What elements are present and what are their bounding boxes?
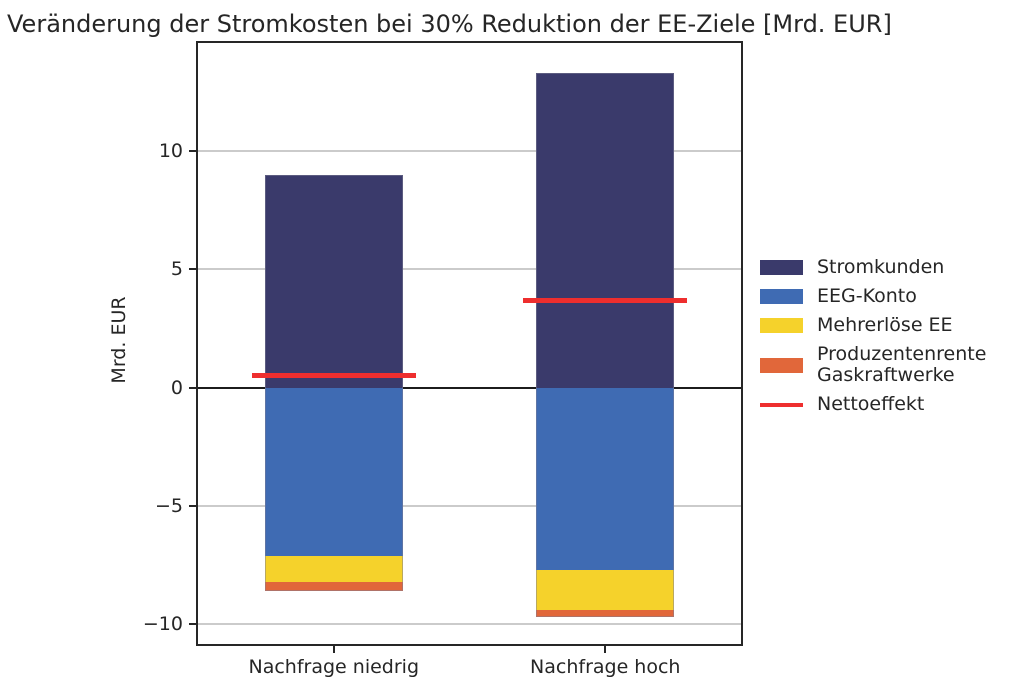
gridline <box>198 149 741 152</box>
gridline <box>198 623 741 626</box>
gridline <box>198 504 741 507</box>
plot-area <box>196 41 743 646</box>
zero-line <box>198 386 741 389</box>
y-tick-mark <box>189 386 196 389</box>
x-tick-label: Nachfrage hoch <box>530 656 681 678</box>
legend-color-swatch <box>760 260 803 275</box>
legend-item-eeg-konto: EEG-Konto <box>760 286 986 307</box>
y-tick-mark <box>189 623 196 626</box>
legend-color-swatch <box>760 318 803 333</box>
y-tick-label: 0 <box>170 376 183 399</box>
bar-segment-stromkunden <box>536 72 675 388</box>
bar-segment-produzentenrente-gaskraftwerke <box>264 581 403 592</box>
y-tick-label: 5 <box>170 258 183 281</box>
y-tick-label: −10 <box>142 613 183 636</box>
bar-segment-eeg-konto <box>536 387 675 570</box>
y-tick-label: 10 <box>158 139 183 162</box>
legend-label: Produzentenrente Gaskraftwerke <box>817 343 987 386</box>
y-tick-label: −5 <box>154 494 183 517</box>
legend-label: Stromkunden <box>817 256 945 278</box>
legend-line-swatch <box>760 402 803 407</box>
legend-label: Mehrerlöse EE <box>817 314 953 336</box>
bar-segment-produzentenrente-gaskraftwerke <box>536 610 675 618</box>
x-tick-label: Nachfrage niedrig <box>248 656 420 678</box>
bar-segment-eeg-konto <box>264 387 403 556</box>
chart-title: Veränderung der Stromkosten bei 30% Redu… <box>7 10 892 38</box>
legend-color-swatch <box>760 357 803 373</box>
bar-segment-mehrerl-se-ee <box>264 555 403 582</box>
y-tick-mark <box>189 268 196 271</box>
y-tick-mark <box>189 149 196 152</box>
bar-segment-stromkunden <box>264 174 403 388</box>
legend-label: Nettoeffekt <box>817 393 925 415</box>
legend-color-swatch <box>760 289 803 304</box>
legend-item-stromkunden: Stromkunden <box>760 257 986 278</box>
gridline <box>198 268 741 271</box>
legend-item-mehrerl-se-ee: Mehrerlöse EE <box>760 315 986 336</box>
x-tick-mark <box>332 646 335 653</box>
x-tick-mark <box>604 646 607 653</box>
legend-label: EEG-Konto <box>817 285 917 307</box>
legend-item-nettoeffekt: Nettoeffekt <box>760 394 986 415</box>
net-line <box>251 373 416 379</box>
net-line <box>523 297 688 303</box>
y-tick-mark <box>189 504 196 507</box>
legend: Stromkunden EEG-Konto Mehrerlöse EE Produze… <box>760 257 986 415</box>
legend-item-produzentenrente: Produzentenrente Gaskraftwerke <box>760 344 986 386</box>
bar-segment-mehrerl-se-ee <box>536 569 675 611</box>
